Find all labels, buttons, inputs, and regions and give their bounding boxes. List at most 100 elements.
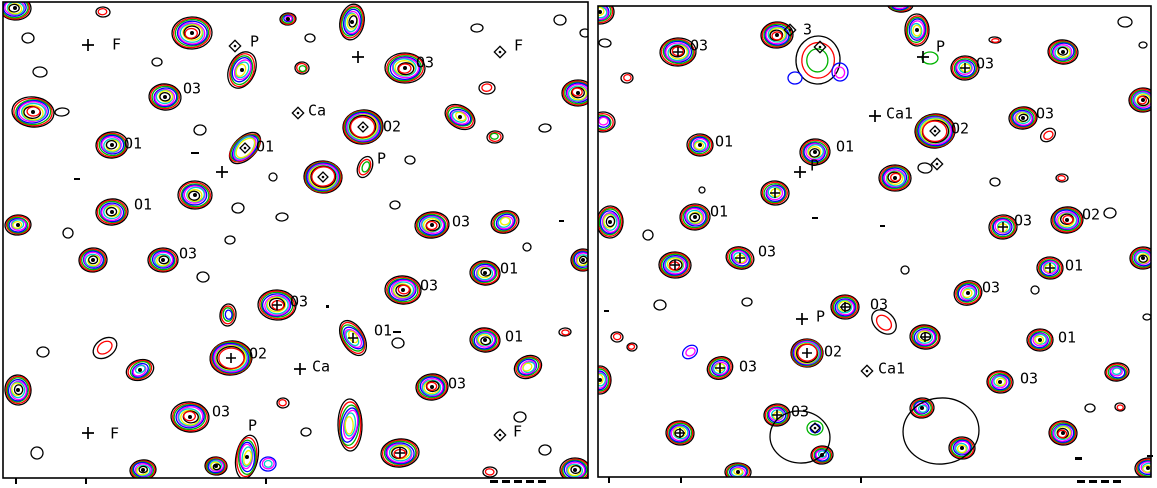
contour-ring (129, 361, 151, 379)
contour-ring (806, 48, 829, 73)
contour-peak (1104, 362, 1130, 382)
contour-ring (1036, 256, 1064, 280)
contour-peak (338, 319, 368, 357)
contour-ring (1052, 42, 1075, 61)
contour-ring (381, 439, 418, 467)
contour-peak (653, 299, 667, 311)
peak-center-dot (1141, 98, 1145, 102)
contour-ring (642, 229, 654, 241)
atom-label: O3 (1020, 370, 1038, 388)
contour-ring (177, 406, 204, 428)
contour-ring (175, 404, 205, 429)
contour-ring (664, 256, 685, 273)
contour-ring (565, 82, 588, 103)
diamond-marker-dot (498, 50, 502, 54)
contour-ring (1107, 364, 1127, 380)
contour-peak (3, 2, 32, 21)
peak-center-dot (1061, 50, 1065, 54)
contour-ring (478, 81, 496, 95)
contour-ring (729, 465, 748, 477)
contour-ring (341, 324, 365, 352)
contour-peak (32, 66, 48, 78)
contour-ring (991, 375, 1008, 389)
atom-label: Ca (308, 102, 326, 120)
contour-peak (78, 247, 108, 273)
contour-peak (1117, 16, 1133, 28)
contour-ring (763, 403, 791, 427)
contour-ring (698, 186, 706, 194)
contour-peak (561, 79, 588, 107)
contour-peak (415, 373, 449, 401)
contour-ring (1128, 87, 1151, 113)
contour-peak (304, 33, 316, 43)
atom-label: P (377, 150, 386, 168)
contour-peak (909, 324, 941, 350)
contour-ring (397, 62, 415, 76)
atom-label: O3 (212, 403, 230, 421)
peak-center-dot (321, 175, 325, 179)
dash-mark (880, 225, 885, 227)
contour-peak (300, 427, 312, 437)
contour-map-left: F P O3 Ca F O3 O2 O1 O1 P O1 O3 O3 O1 O3 O1 O1 O3 O3 O2 Ca O3… (3, 2, 588, 478)
peak-center-plus (670, 260, 680, 270)
contour-ring (171, 16, 213, 50)
contour-ring (473, 331, 497, 350)
contour-ring (570, 248, 588, 272)
contour-ring (222, 307, 234, 322)
contour-ring (294, 61, 310, 75)
contour-peak (259, 456, 277, 472)
contour-ring (81, 249, 105, 271)
contour-ring (15, 99, 52, 126)
contour-ring (1131, 248, 1151, 268)
contour-ring (425, 220, 438, 231)
peak-center-dot (1141, 256, 1145, 260)
contour-ring (300, 427, 312, 437)
contour-ring (32, 66, 48, 78)
contour-ring (338, 319, 368, 357)
contour-ring (910, 22, 923, 39)
contour-ring (830, 294, 860, 320)
contour-ring (612, 332, 622, 341)
contour-ring (891, 6, 910, 11)
contour-ring (662, 255, 688, 276)
contour-ring (598, 6, 605, 16)
contour-peak (490, 210, 520, 234)
contour-ring (1042, 260, 1059, 275)
contour-peak (598, 111, 616, 133)
peak-center-plus (1045, 263, 1055, 273)
peak-center-plus (673, 47, 683, 57)
contour-ring (159, 92, 171, 102)
contour-ring (180, 183, 210, 208)
contour-ring (261, 457, 275, 470)
contour-ring (10, 381, 26, 399)
contour-ring (834, 66, 846, 79)
contour-ring (391, 337, 405, 349)
contour-ring (871, 309, 897, 335)
contour-peak (303, 160, 343, 194)
contour-ring (303, 160, 343, 194)
atom-label: Ca1 (878, 360, 905, 378)
contour-ring (243, 449, 253, 466)
contour-ring (390, 279, 416, 300)
contour-ring (1062, 214, 1074, 225)
contour-peak (914, 113, 956, 149)
contour-ring (598, 115, 611, 128)
contour-peak (878, 164, 912, 192)
peak-center-dot (598, 10, 602, 14)
contour-ring (570, 465, 582, 474)
contour-peak (482, 466, 498, 478)
peak-center-dot (110, 210, 114, 214)
contour-ring (1084, 403, 1096, 413)
contour-ring (908, 18, 926, 41)
contour-ring (892, 6, 908, 10)
contour-ring (337, 398, 363, 452)
contour-peak (1030, 285, 1040, 295)
contour-ring (988, 214, 1018, 240)
atom-label: P (810, 157, 819, 175)
atom-label: O1 (836, 138, 854, 156)
contour-ring (480, 336, 492, 346)
atom-label: O1 (710, 203, 728, 221)
contour-ring (158, 255, 170, 265)
contour-ring (138, 465, 149, 474)
